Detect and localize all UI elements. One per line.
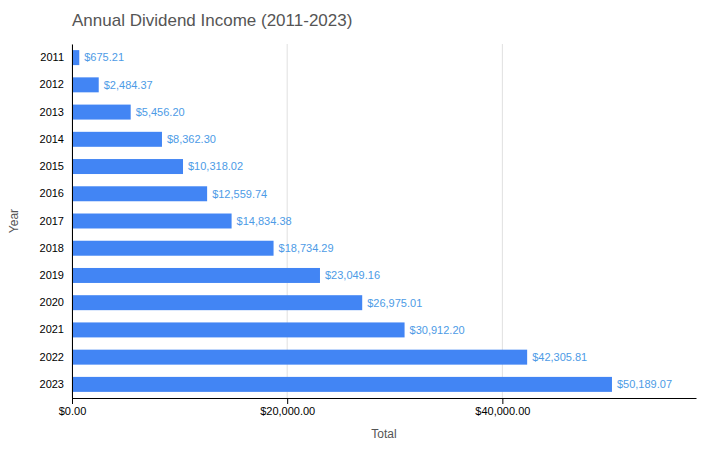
y-tick: 2020 bbox=[40, 296, 64, 308]
bar bbox=[72, 377, 612, 392]
bar bbox=[72, 132, 162, 147]
data-label: $18,734.29 bbox=[279, 242, 334, 254]
x-tick-mark bbox=[502, 398, 503, 404]
y-tick: 2017 bbox=[40, 215, 64, 227]
y-tick-label: 2013 bbox=[40, 106, 64, 118]
y-tick: 2016 bbox=[40, 187, 64, 199]
y-tick-label: 2015 bbox=[40, 160, 64, 172]
y-tick: 2019 bbox=[40, 269, 64, 281]
x-tick-label: $40,000.00 bbox=[475, 405, 530, 417]
x-tick: $0.00 bbox=[59, 398, 87, 417]
bar bbox=[72, 77, 99, 92]
y-tick-label: 2020 bbox=[40, 296, 64, 308]
bar bbox=[72, 159, 183, 174]
y-tick: 2014 bbox=[40, 133, 64, 145]
y-tick: 2013 bbox=[40, 106, 64, 118]
y-axis-title: Year bbox=[7, 209, 21, 233]
y-tick: 2022 bbox=[40, 351, 64, 363]
bar bbox=[72, 268, 320, 283]
y-tick-label: 2022 bbox=[40, 351, 64, 363]
title: Annual Dividend Income (2011-2023) bbox=[72, 11, 352, 30]
bar bbox=[72, 295, 362, 310]
plot: $675.21 $2,484.37 $5,456.20 $8,362.30 $10,31… bbox=[40, 44, 697, 417]
x-tick-mark bbox=[72, 398, 73, 404]
data-label: $675.21 bbox=[84, 51, 124, 63]
grid-line bbox=[502, 44, 503, 398]
y-tick-label: 2016 bbox=[40, 187, 64, 199]
y-tick-label: 2017 bbox=[40, 215, 64, 227]
bars bbox=[72, 50, 612, 392]
bar bbox=[72, 214, 232, 229]
y-axis: 2011 2012 2013 2014 2015 2016 2017 2018 2019 2020… bbox=[40, 45, 73, 399]
x-axis-title: Total bbox=[371, 427, 396, 441]
y-tick-label: 2014 bbox=[40, 133, 64, 145]
y-tick-label: 2019 bbox=[40, 269, 64, 281]
bar bbox=[72, 50, 79, 65]
x-tick: $40,000.00 bbox=[475, 398, 530, 417]
data-label: $30,912.20 bbox=[410, 324, 465, 336]
bar bbox=[72, 350, 527, 365]
data-label: $12,559.74 bbox=[212, 188, 267, 200]
bar bbox=[72, 322, 405, 337]
y-tick: 2023 bbox=[40, 378, 64, 390]
bar bbox=[72, 241, 274, 256]
data-label: $50,189.07 bbox=[617, 378, 672, 390]
x-axis: $0.00 $20,000.00 $40,000.00 bbox=[59, 398, 697, 417]
data-label: $5,456.20 bbox=[136, 106, 185, 118]
data-label: $2,484.37 bbox=[104, 79, 153, 91]
grid-line bbox=[72, 44, 73, 398]
y-tick-label: 2011 bbox=[40, 51, 64, 63]
x-tick-label: $20,000.00 bbox=[260, 405, 315, 417]
grid bbox=[72, 44, 502, 398]
x-tick: $20,000.00 bbox=[260, 398, 315, 417]
data-label: $26,975.01 bbox=[367, 297, 422, 309]
x-tick-mark bbox=[287, 398, 288, 404]
data-label: $42,305.81 bbox=[532, 351, 587, 363]
data-label: $10,318.02 bbox=[188, 160, 243, 172]
data-label: $8,362.30 bbox=[167, 133, 216, 145]
y-tick: 2018 bbox=[40, 242, 64, 254]
y-tick: 2011 bbox=[40, 51, 64, 63]
bar bbox=[72, 105, 131, 120]
y-tick-label: 2023 bbox=[40, 378, 64, 390]
y-tick-label: 2021 bbox=[40, 323, 64, 335]
y-tick-label: 2012 bbox=[40, 78, 64, 90]
y-tick: 2021 bbox=[40, 323, 64, 335]
y-axis-line bbox=[72, 45, 73, 399]
y-tick: 2012 bbox=[40, 78, 64, 90]
x-axis-line bbox=[73, 398, 697, 399]
x-tick-label: $0.00 bbox=[59, 405, 87, 417]
chart: $675.21 $2,484.37 $5,456.20 $8,362.30 $10,31… bbox=[0, 0, 726, 450]
data-label: $23,049.16 bbox=[325, 269, 380, 281]
data-labels: $675.21 $2,484.37 $5,456.20 $8,362.30 $10,31… bbox=[84, 51, 672, 390]
data-label: $14,834.38 bbox=[237, 215, 292, 227]
y-tick: 2015 bbox=[40, 160, 64, 172]
y-tick-label: 2018 bbox=[40, 242, 64, 254]
bar bbox=[72, 186, 207, 201]
